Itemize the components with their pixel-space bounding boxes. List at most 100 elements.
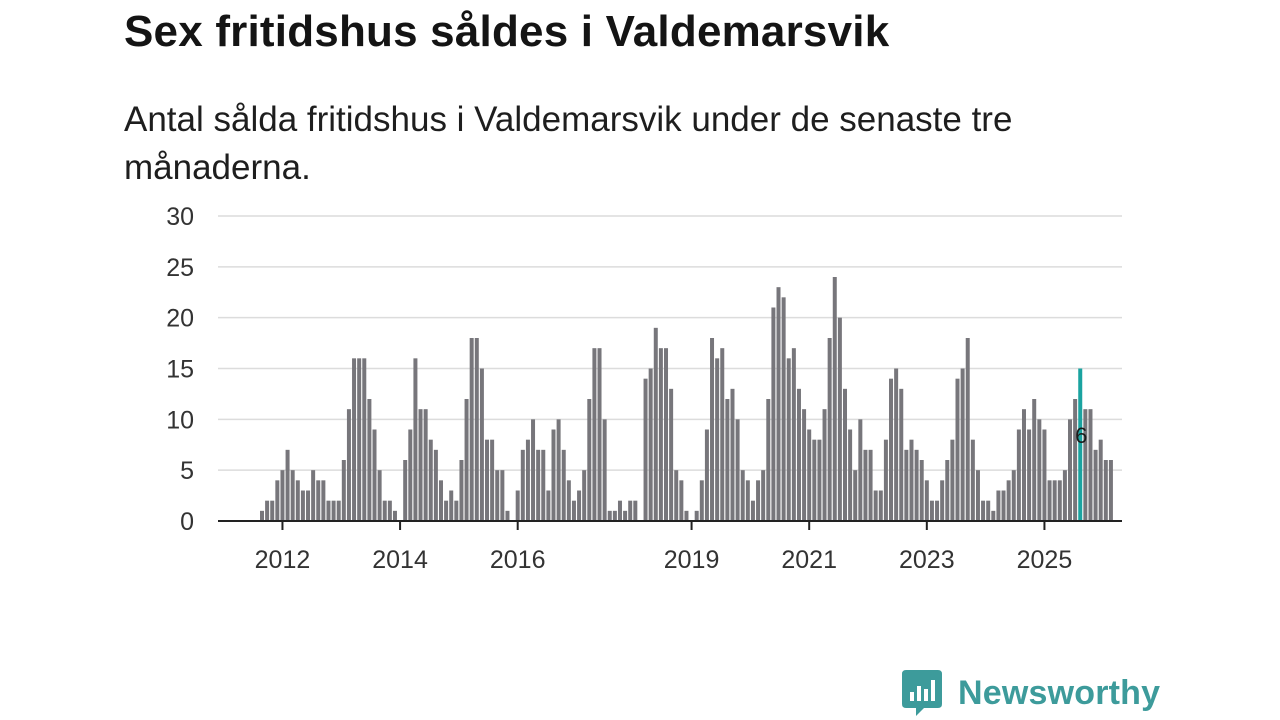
bar [940, 480, 945, 521]
bar [1016, 429, 1021, 521]
bar [331, 500, 336, 521]
bar [1047, 480, 1052, 521]
bar [766, 399, 771, 521]
bar [265, 500, 270, 521]
bar [612, 510, 617, 521]
bar [935, 500, 940, 521]
bar [1011, 470, 1016, 521]
bar [352, 358, 357, 521]
bar [438, 480, 443, 521]
bar [837, 317, 842, 521]
bar [505, 510, 510, 521]
bar [372, 429, 377, 521]
bar [975, 470, 980, 521]
bar [275, 480, 280, 521]
bar [536, 449, 541, 521]
bar [1021, 409, 1026, 521]
bar [587, 399, 592, 521]
bar [1037, 419, 1042, 521]
bar [592, 348, 597, 521]
bar [863, 449, 868, 521]
bar [551, 429, 556, 521]
bar [1068, 419, 1073, 521]
x-tick-label: 2016 [490, 546, 546, 574]
y-tick-label: 10 [166, 406, 194, 434]
bar [1062, 470, 1067, 521]
bar [740, 470, 745, 521]
bar [720, 348, 725, 521]
bar [321, 480, 326, 521]
y-tick-label: 25 [166, 254, 194, 282]
bar [341, 460, 346, 521]
bar [704, 429, 709, 521]
bar [1006, 480, 1011, 521]
bar [382, 500, 387, 521]
bar [674, 470, 679, 521]
bar [270, 500, 275, 521]
bar [602, 419, 607, 521]
bar [965, 338, 970, 521]
bar [899, 388, 904, 521]
bar [387, 500, 392, 521]
bar [582, 470, 587, 521]
bar [715, 358, 720, 521]
bar [1057, 480, 1062, 521]
bar [454, 500, 459, 521]
x-tick-label: 2023 [899, 546, 955, 574]
bar-series [260, 277, 1113, 521]
bar [970, 439, 975, 521]
bar [1001, 490, 1006, 521]
bar [904, 449, 909, 521]
bar [260, 510, 264, 521]
y-tick-label: 0 [180, 508, 194, 536]
bar [924, 480, 929, 521]
bar [822, 409, 827, 521]
bar [571, 500, 576, 521]
bar [664, 348, 669, 521]
bar [950, 439, 955, 521]
bar [750, 500, 755, 521]
y-tick-label: 5 [180, 457, 194, 485]
bar [996, 490, 1001, 521]
bar [858, 419, 863, 521]
bar [909, 439, 914, 521]
bar [694, 510, 699, 521]
bar [991, 510, 996, 521]
bar [878, 490, 883, 521]
bar [459, 460, 464, 521]
bar [945, 460, 950, 521]
bar [1103, 460, 1108, 521]
bar [776, 287, 781, 521]
bar [699, 480, 704, 521]
brand-logo: Newsworthy [902, 670, 1160, 716]
bar [848, 429, 853, 521]
bar [735, 419, 740, 521]
bar [300, 490, 305, 521]
bar [464, 399, 469, 521]
bar [290, 470, 295, 521]
bar [531, 419, 536, 521]
bar [428, 439, 433, 521]
chart-subtitle: Antal sålda fritidshus i Valdemarsvik un… [124, 100, 1013, 187]
bar [1093, 449, 1098, 521]
bar [868, 449, 873, 521]
bar [1083, 409, 1088, 521]
bar [817, 439, 822, 521]
highlight-value-label: 6 [1075, 423, 1087, 448]
bar [566, 480, 571, 521]
bar [684, 510, 689, 521]
bar [658, 348, 663, 521]
bar [853, 470, 858, 521]
bar [919, 460, 924, 521]
bar [449, 490, 454, 521]
bar [408, 429, 413, 521]
newsworthy-logo-icon [902, 670, 942, 716]
bar [377, 470, 382, 521]
bar [955, 378, 960, 521]
bar [914, 449, 919, 521]
bar [541, 449, 546, 521]
bar [1073, 399, 1078, 521]
bar [479, 368, 484, 521]
bar [597, 348, 602, 521]
